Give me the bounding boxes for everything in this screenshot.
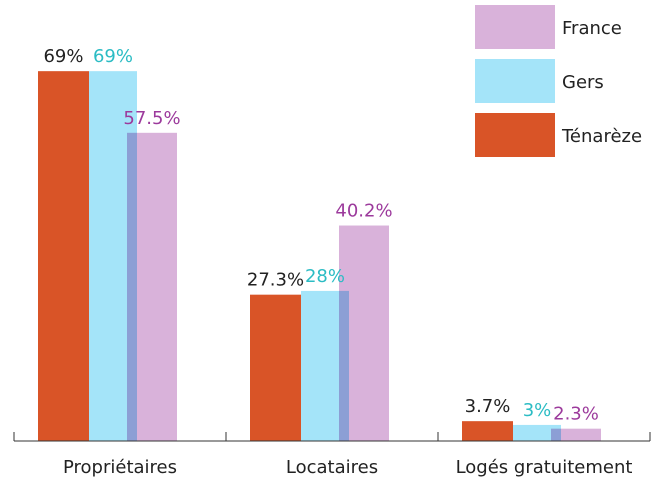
value-label: 57.5%: [123, 108, 180, 129]
bar: [513, 424, 561, 441]
x-tick-label: Logés gratuitement: [456, 457, 633, 478]
bar: [551, 428, 601, 441]
value-label: 27.3%: [247, 270, 304, 291]
legend-swatch: [475, 5, 555, 49]
bar: [38, 71, 89, 441]
legend-label: Ténarèze: [561, 126, 642, 147]
value-label: 69%: [43, 46, 83, 67]
bar: [462, 421, 513, 441]
legend-label: Gers: [562, 72, 604, 93]
x-tick-label: Locataires: [286, 457, 378, 478]
value-label: 69%: [93, 46, 133, 67]
bar: [250, 294, 301, 441]
legend-swatch: [475, 113, 555, 157]
legend-label: France: [562, 18, 622, 39]
value-label: 3%: [523, 400, 552, 421]
legend-swatch: [475, 59, 555, 103]
x-tick-label: Propriétaires: [63, 457, 177, 478]
value-label: 28%: [305, 266, 345, 287]
value-label: 40.2%: [335, 201, 392, 222]
bar: [301, 290, 349, 441]
value-label: 2.3%: [553, 404, 599, 425]
value-label: 3.7%: [465, 396, 511, 417]
bar: [89, 71, 137, 441]
